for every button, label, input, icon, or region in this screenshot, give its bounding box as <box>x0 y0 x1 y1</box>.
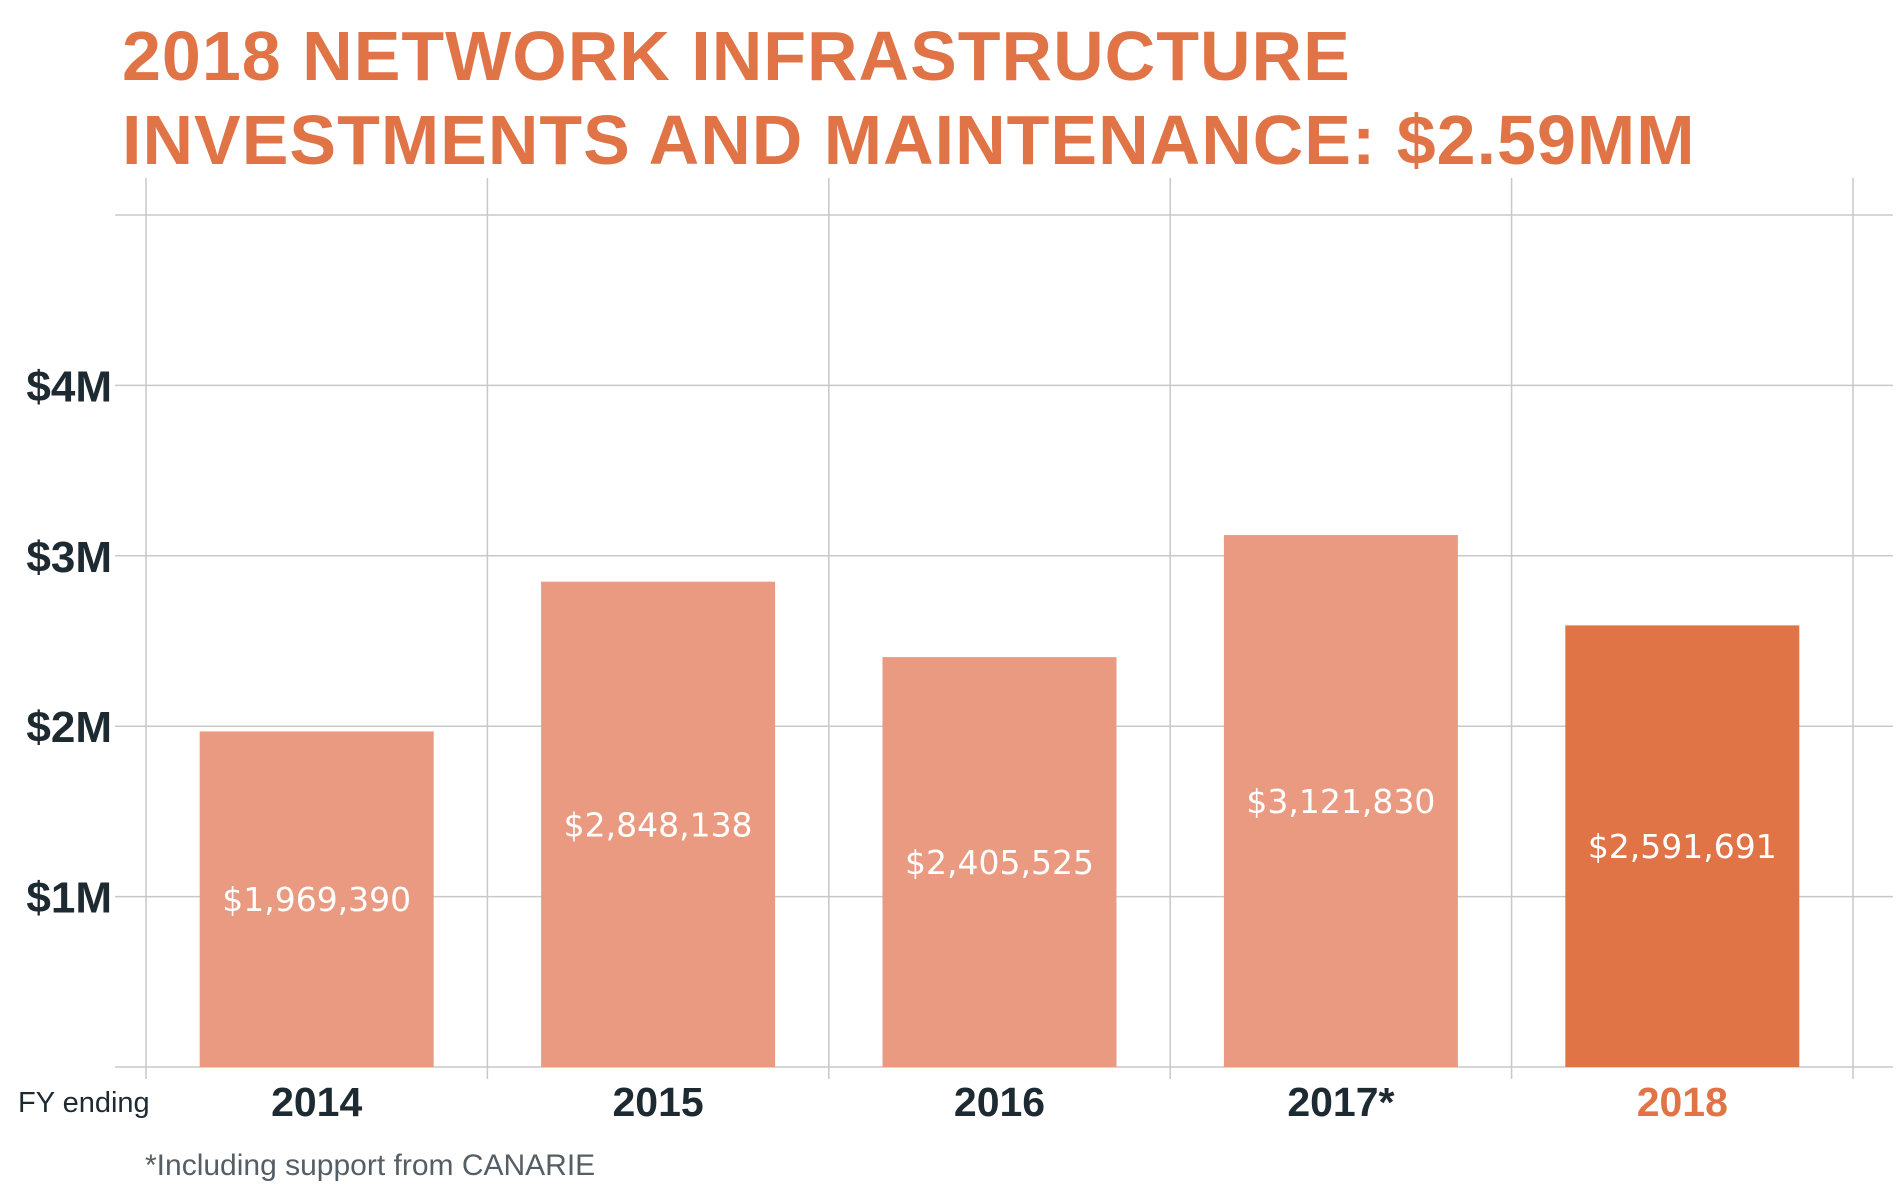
data-label: $3,121,830 <box>1246 782 1435 821</box>
data-label: $2,591,691 <box>1588 827 1777 866</box>
x-tick-label: 2018 <box>1637 1079 1728 1125</box>
x-axis-label: FY ending <box>18 1087 150 1119</box>
bar <box>1565 625 1800 1067</box>
y-tick-label: $4M <box>26 362 112 411</box>
x-tick-label: 2016 <box>954 1079 1045 1125</box>
x-tick-label: 2015 <box>612 1079 703 1125</box>
chart-title-line-1: 2018 NETWORK INFRASTRUCTURE <box>122 17 1351 95</box>
y-tick-label: $2M <box>26 703 112 752</box>
bar <box>199 731 434 1067</box>
y-tick-label: $3M <box>26 533 112 582</box>
data-label: $1,969,390 <box>222 880 411 919</box>
x-axis-tick-labels: 2014 2015 2016 2017* 2018 <box>271 1079 1728 1125</box>
bar <box>541 581 776 1067</box>
chart-title: 2018 NETWORK INFRASTRUCTURE INVESTMENTS … <box>122 14 1696 182</box>
data-labels: $1,969,390 $2,848,138 $2,405,525 $3,121,830… <box>222 782 1777 919</box>
footnote: *Including support from CANARIE <box>145 1149 595 1182</box>
bars <box>199 535 1800 1067</box>
data-label: $2,405,525 <box>905 843 1094 882</box>
y-axis-tick-labels: $1M $2M $3M $4M <box>26 362 112 922</box>
data-label: $2,848,138 <box>564 805 753 844</box>
y-tick-label: $1M <box>26 874 112 923</box>
bar <box>1223 535 1458 1067</box>
bar <box>882 657 1117 1067</box>
x-tick-label: 2014 <box>271 1079 362 1125</box>
chart-title-line-2: INVESTMENTS AND MAINTENANCE: $2.59MM <box>122 101 1696 179</box>
grid-lines <box>115 178 1893 1079</box>
x-tick-label: 2017* <box>1287 1079 1394 1125</box>
